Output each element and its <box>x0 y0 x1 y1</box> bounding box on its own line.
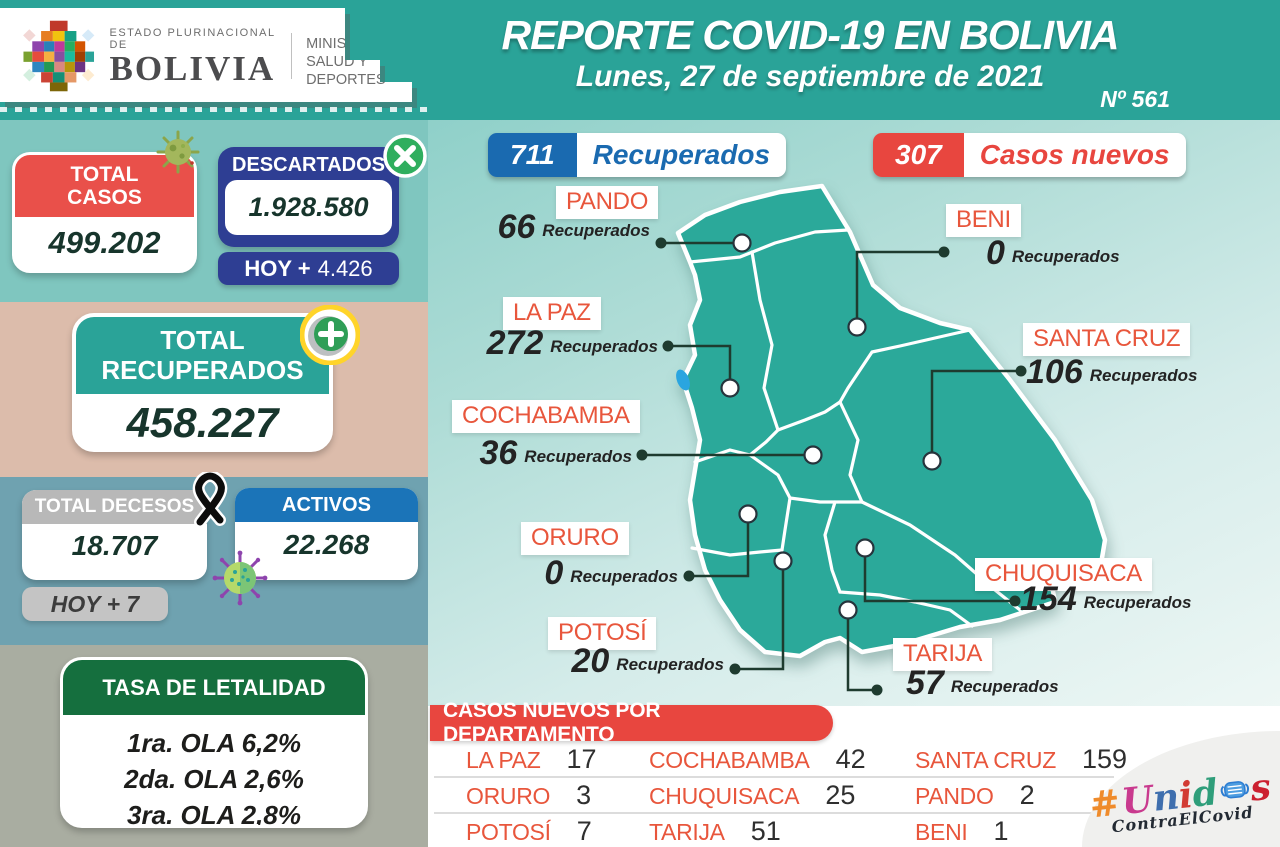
page-title: REPORTE COVID-19 EN BOLIVIA <box>501 12 1120 58</box>
unidos-contra-el-covid-logo: # U n i d s ContraElCovid <box>1088 766 1274 839</box>
discarded-label: DESCARTADOS <box>232 154 385 176</box>
deaths-today: HOY + 7 <box>22 587 168 621</box>
total-cases-card: TOTAL CASOS 499.202 <box>12 152 197 273</box>
brand-text: ESTADO PLURINACIONAL DE BOLIVIA <box>109 27 275 86</box>
map-label-potosi: POTOSÍ <box>548 617 657 650</box>
lethality-wave-3: 3ra. OLA 2,8% <box>127 800 301 828</box>
table-separator <box>434 776 1114 778</box>
recovered-badge-label: Recuperados <box>576 133 787 177</box>
recovered-badge: 711 Recuperados <box>488 133 787 177</box>
map-label-la-paz: LA PAZ <box>503 297 601 330</box>
bolivia-state-logo <box>23 20 95 92</box>
plus-circle-icon <box>300 305 360 365</box>
total-recovered-value: 458.227 <box>76 394 329 447</box>
lethality-label: TASA DE LETALIDAD <box>63 660 365 715</box>
map-stat-chuquisaca: 154 Recuperados <box>1020 580 1192 618</box>
discarded-value: 1.928.580 <box>225 180 392 235</box>
new-cases-row: PANDO 2 <box>915 780 1035 810</box>
new-cases-row: POTOSÍ 7 <box>466 816 592 846</box>
map-label-tarija: TARIJA <box>893 638 993 671</box>
active-cases-value: 22.268 <box>235 522 418 561</box>
total-recovered-card: TOTAL RECUPERADOS 458.227 <box>72 313 333 452</box>
map-label-cochabamba: COCHABAMBA <box>452 400 640 433</box>
lethality-card: TASA DE LETALIDAD 1ra. OLA 6,2% 2da. OLA… <box>60 657 368 828</box>
map-stat-oruro: 0 Recuperados <box>544 554 678 592</box>
total-deaths-label: TOTAL DECESOS <box>22 490 207 524</box>
new-cases-row: SANTA CRUZ 159 <box>915 744 1128 774</box>
virus-icon <box>156 130 200 174</box>
dotted-separator <box>0 107 430 112</box>
new-cases-column-2: COCHABAMBA 42 CHUQUISACA 25 TARIJA 51 <box>649 744 866 847</box>
map-stat-pando: 66 Recuperados <box>497 208 650 246</box>
total-deaths-card: TOTAL DECESOS 18.707 <box>22 490 207 580</box>
x-circle-icon <box>383 134 427 178</box>
new-cases-row: BENI 1 <box>915 816 1009 846</box>
map-stat-tarija: 57 Recuperados <box>906 664 1059 702</box>
brand-divider <box>291 33 293 79</box>
new-cases-banner: CASOS NUEVOS POR DEPARTAMENTO <box>430 699 833 746</box>
total-recovered-label: TOTAL RECUPERADOS <box>76 317 329 394</box>
recovered-badge-value: 711 <box>488 133 577 177</box>
discarded-card: DESCARTADOS 1.928.580 <box>218 147 399 247</box>
lethality-wave-1: 1ra. OLA 6,2% <box>127 728 301 758</box>
map-stat-beni: 0 Recuperados <box>986 234 1120 272</box>
discarded-today: HOY + 4.426 <box>218 252 399 285</box>
table-separator <box>434 812 1114 814</box>
new-cases-badge-label: Casos nuevos <box>963 133 1186 177</box>
map-label-pando: PANDO <box>556 186 659 219</box>
new-cases-row: CHUQUISACA 25 <box>649 780 856 810</box>
map-stat-la-paz: 272 Recuperados <box>486 324 658 362</box>
new-cases-row: TARIJA 51 <box>649 816 781 846</box>
map-label-oruro: ORURO <box>521 522 629 555</box>
lethality-wave-2: 2da. OLA 2,6% <box>124 764 304 794</box>
new-cases-column-1: LA PAZ 17 ORURO 3 POTOSÍ 7 <box>466 744 597 847</box>
bolivia-map <box>675 183 1108 659</box>
virus-icon-active <box>212 550 268 606</box>
new-cases-row: COCHABAMBA 42 <box>649 744 866 774</box>
face-mask-icon <box>1220 781 1249 799</box>
new-cases-badge: 307 Casos nuevos <box>873 133 1186 177</box>
map-label-santa-cruz: SANTA CRUZ <box>1023 323 1191 356</box>
map-stat-santa-cruz: 106 Recuperados <box>1026 353 1198 391</box>
map-stat-cochabamba: 36 Recuperados <box>479 434 632 472</box>
total-cases-value: 499.202 <box>15 217 194 261</box>
lethality-rows: 1ra. OLA 6,2% 2da. OLA 2,6% 3ra. OLA 2,8… <box>63 715 365 828</box>
bolivia-wordmark: BOLIVIA <box>109 48 276 88</box>
new-cases-badge-value: 307 <box>873 133 964 177</box>
map-label-beni: BENI <box>946 204 1021 237</box>
active-cases-card: ACTIVOS 22.268 <box>235 488 418 580</box>
report-number: Nº 561 <box>1100 86 1170 112</box>
lake-titicaca <box>676 369 690 391</box>
government-logo-block: ESTADO PLURINACIONAL DE BOLIVIA MINISTER… <box>0 8 412 102</box>
estado-label: ESTADO PLURINACIONAL DE <box>109 26 276 51</box>
new-cases-column-3: SANTA CRUZ 159 PANDO 2 BENI 1 <box>915 744 1127 847</box>
report-date: Lunes, 27 de septiembre de 2021 <box>575 60 1045 93</box>
new-cases-row: LA PAZ 17 <box>466 744 597 774</box>
map-stat-potosi: 20 Recuperados <box>571 642 724 680</box>
connector-end-dots <box>636 237 1027 696</box>
active-cases-label: ACTIVOS <box>235 488 418 522</box>
new-cases-row: ORURO 3 <box>466 780 592 810</box>
mourning-ribbon-icon <box>192 472 228 528</box>
total-deaths-value: 18.707 <box>22 524 207 562</box>
map-label-chuquisaca: CHUQUISACA <box>975 558 1153 591</box>
capital-dots <box>720 233 942 620</box>
